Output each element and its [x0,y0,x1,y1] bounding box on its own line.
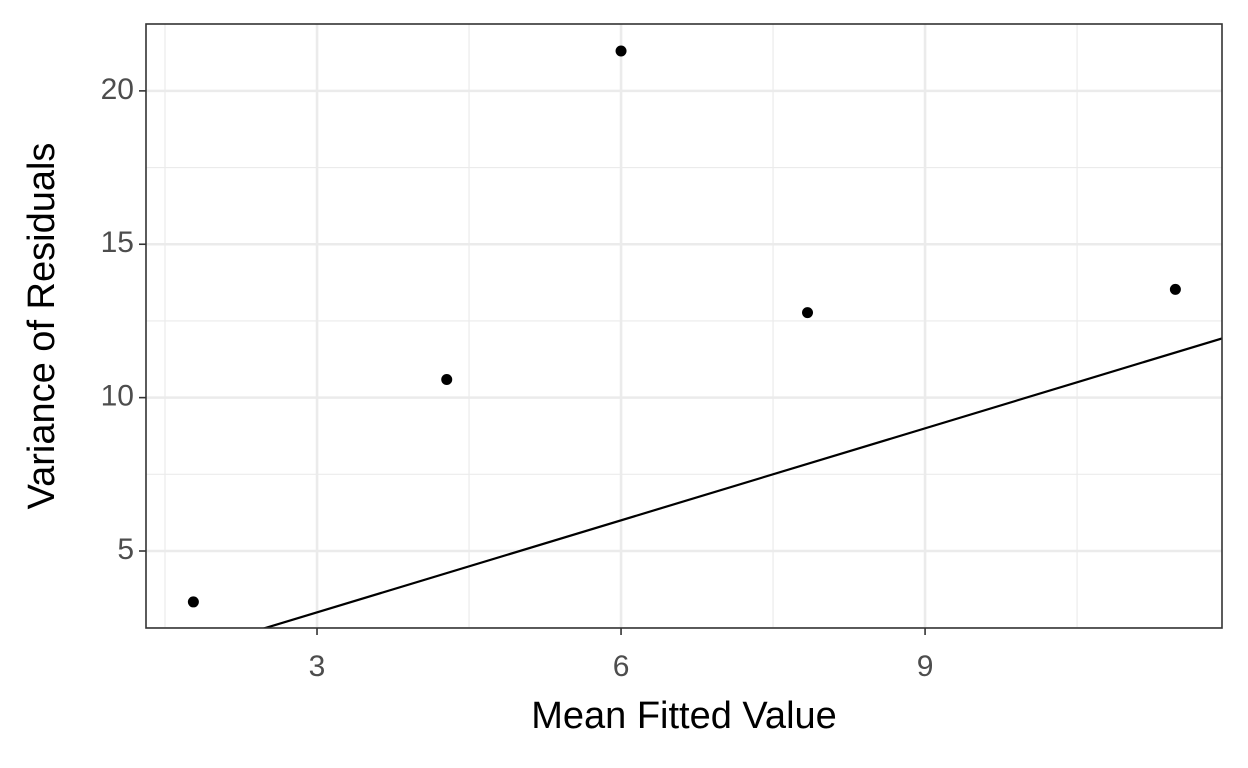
point [187,596,199,608]
x-tick-label: 3 [309,650,326,683]
grid [146,24,1222,629]
y-tick-label: 15 [101,226,134,259]
marks [187,45,1222,628]
reference-line [261,337,1222,628]
y-tick-label: 5 [117,533,134,566]
point [441,374,453,386]
y-axis-title: Variance of Residuals [21,143,63,510]
x-tick-label: 6 [613,650,630,683]
y-tick-label: 20 [101,73,134,106]
point [615,45,627,57]
x-axis-title: Mean Fitted Value [531,695,837,737]
x-tick-label: 9 [917,650,934,683]
point [802,307,814,319]
panel-border [145,23,1223,629]
point [1169,283,1181,295]
y-tick-label: 10 [101,380,134,413]
